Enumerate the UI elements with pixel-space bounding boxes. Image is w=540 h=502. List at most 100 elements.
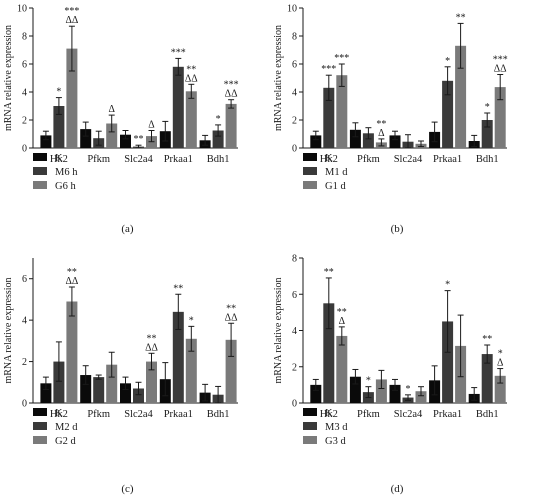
significance-marker: * (189, 315, 194, 326)
bar-pfkm-2 (93, 377, 105, 403)
x-category-label: Slc2a4 (124, 154, 153, 165)
significance-marker: ** (67, 267, 77, 278)
x-category-label: Hk2 (50, 154, 68, 165)
legend-label: M3 d (325, 422, 348, 433)
x-category-label: Hk2 (320, 154, 338, 165)
bar-hk2-2 (323, 303, 335, 403)
legend-label: G6 h (55, 181, 76, 192)
bar-slc2a4-1 (120, 134, 131, 148)
significance-marker: ** (376, 119, 386, 130)
significance-marker: ** (337, 307, 347, 318)
x-category-label: Bdh1 (476, 409, 499, 420)
x-category-label: Prkaa1 (164, 409, 193, 420)
bar-hk2-1 (310, 384, 322, 403)
bar-bdh1-2 (212, 130, 224, 148)
significance-marker: ** (147, 333, 157, 344)
bar-pfkm-1 (80, 129, 92, 148)
significance-marker: Δ (378, 128, 385, 139)
bar-bdh1-3 (225, 103, 237, 148)
y-axis-label: mRNA relative expression (273, 277, 284, 383)
y-axis-label: mRNA relative expression (273, 25, 284, 131)
panel-label: (b) (391, 223, 404, 235)
x-category-label: Prkaa1 (433, 409, 462, 420)
legend-swatch (33, 422, 47, 430)
panel-label: (a) (121, 223, 134, 235)
y-axis-label: mRNA relative expression (3, 277, 14, 383)
bar-prkaa1-3 (185, 91, 197, 148)
y-tick-label: 4 (292, 88, 297, 99)
y-tick-label: 2 (292, 116, 297, 127)
y-tick-label: 0 (292, 144, 297, 155)
legend-swatch (303, 153, 317, 161)
bar-hk2-1 (310, 135, 322, 148)
bar-bdh1-2 (481, 120, 493, 148)
panel-label: (c) (121, 483, 134, 495)
significance-marker: ** (324, 267, 334, 278)
legend-label: M6 h (55, 167, 78, 178)
significance-marker: * (445, 280, 450, 291)
legend-label: G2 d (55, 436, 76, 447)
y-tick-label: 0 (292, 399, 297, 410)
x-category-label: Pfkm (87, 154, 110, 165)
bar-prkaa1-2 (172, 66, 184, 148)
bar-pfkm-1 (349, 129, 361, 148)
significance-marker: ΔΔ (185, 73, 198, 84)
legend-label: K (55, 408, 63, 419)
bar-hk2-3 (66, 301, 78, 403)
legend-swatch (33, 181, 47, 189)
bar-bdh1-2 (481, 354, 493, 403)
significance-marker: * (216, 114, 221, 125)
significance-marker: * (445, 56, 450, 67)
x-category-label: Pfkm (357, 409, 380, 420)
x-category-label: Pfkm (87, 409, 110, 420)
significance-marker: ΔΔ (225, 89, 238, 100)
significance-marker: *** (321, 64, 336, 75)
x-category-label: Slc2a4 (394, 409, 423, 420)
bar-hk2-2 (53, 361, 65, 403)
legend-label: K (55, 153, 63, 164)
y-tick-label: 6 (22, 60, 27, 71)
x-category-label: Hk2 (50, 409, 68, 420)
bar-slc2a4-3 (415, 391, 427, 403)
x-category-label: Hk2 (320, 409, 338, 420)
y-tick-label: 4 (292, 326, 297, 337)
significance-marker: ΔΔ (65, 276, 78, 287)
x-category-label: Prkaa1 (433, 154, 462, 165)
significance-marker: * (366, 376, 371, 387)
significance-marker: Δ (339, 316, 346, 327)
significance-marker: * (485, 102, 490, 113)
y-tick-label: 10 (17, 4, 27, 15)
legend-swatch (303, 408, 317, 416)
legend-swatch (303, 436, 317, 444)
bar-slc2a4-1 (120, 383, 131, 403)
bar-prkaa1-2 (442, 321, 454, 403)
bar-pfkm-3 (375, 379, 387, 403)
bar-hk2-1 (40, 383, 52, 403)
bar-bdh1-3 (494, 87, 506, 148)
significance-marker: Δ (497, 358, 504, 369)
legend-swatch (33, 153, 47, 161)
legend-swatch (303, 167, 317, 175)
y-tick-label: 6 (292, 290, 297, 301)
y-tick-label: 10 (287, 4, 297, 15)
bar-hk2-3 (336, 75, 348, 148)
y-tick-label: 4 (22, 88, 27, 99)
bar-pfkm-2 (362, 133, 374, 148)
significance-marker: Δ (108, 104, 115, 115)
significance-marker: ** (482, 334, 492, 345)
y-tick-label: 2 (22, 116, 27, 127)
significance-marker: *** (493, 55, 508, 66)
bar-hk2-3 (66, 48, 78, 148)
bar-slc2a4-1 (389, 135, 401, 148)
bar-pfkm-3 (106, 123, 118, 148)
bar-pfkm-3 (106, 364, 118, 403)
legend-label: K (325, 408, 333, 419)
legend-label: M2 d (55, 422, 78, 433)
significance-marker: ΔΔ (494, 64, 507, 75)
bar-hk2-2 (53, 106, 65, 148)
x-category-label: Pfkm (357, 154, 380, 165)
legend-label: G1 d (325, 181, 346, 192)
y-tick-label: 2 (292, 362, 297, 373)
